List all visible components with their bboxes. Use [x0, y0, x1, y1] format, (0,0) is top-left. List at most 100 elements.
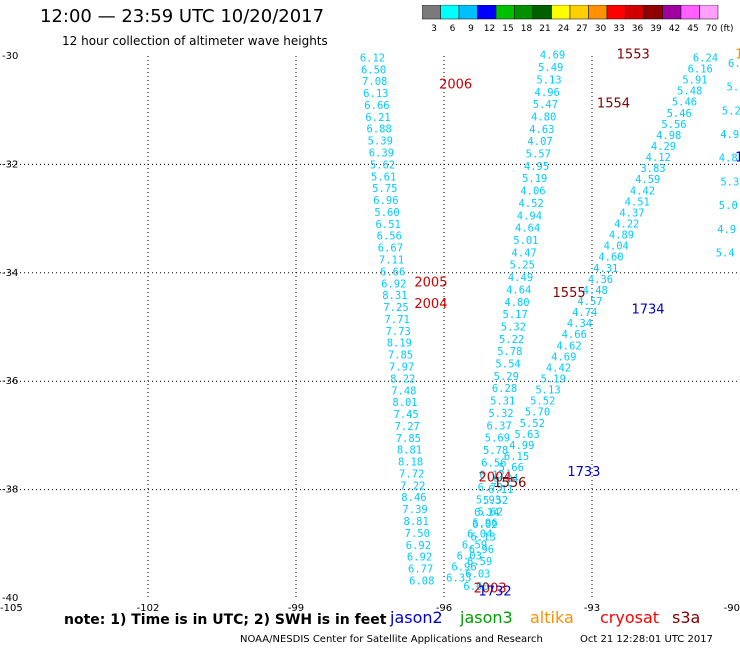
- colorbar-swatch: [569, 5, 589, 20]
- note-row: note: 1) Time is in UTC; 2) SWH is in fe…: [0, 606, 740, 632]
- wave-height-value: 6.50: [361, 64, 386, 76]
- colorbar-label: 18: [521, 24, 533, 34]
- wave-height-value: 4.49: [508, 272, 533, 284]
- wave-height-value: 5.78: [483, 445, 508, 457]
- pass-time-label: 2004: [479, 470, 512, 485]
- wave-height-value: 7.45: [393, 409, 418, 421]
- x-tick-labels: -105 -102 -99 -96 -93 -90: [0, 603, 740, 614]
- wave-height-value: 4.22: [614, 218, 639, 230]
- colorbar-label: 9: [468, 24, 474, 34]
- wave-height-value: 4.64: [506, 284, 531, 296]
- y-tick-label: -34: [2, 268, 18, 279]
- wave-height-value: 5.1: [727, 82, 740, 94]
- wave-height-value: 4.12: [646, 152, 671, 164]
- wave-height-value: 4.29: [651, 141, 676, 153]
- wave-height-value: 6.13: [471, 531, 496, 543]
- x-tick-label: -93: [584, 603, 600, 614]
- pass-time-label: 1734: [631, 302, 664, 317]
- wave-height-value: 5.48: [677, 86, 702, 98]
- wave-height-value: 4.80: [504, 297, 529, 309]
- wave-height-value: 6.21: [365, 112, 390, 124]
- wave-height-value: 4.98: [720, 129, 740, 141]
- wave-height-value: 6.28: [492, 383, 517, 395]
- wave-height-value: 4.04: [604, 241, 629, 253]
- wave-height-value: 5.62: [370, 159, 395, 171]
- pass-time-label: 1733: [567, 465, 600, 480]
- wave-height-value: 6.39: [369, 148, 394, 160]
- track-3: 6.246.165.915.485.465.465.564.984.294.12…: [446, 52, 718, 584]
- wave-height-value: 7.25: [383, 302, 408, 314]
- wave-height-value: 5.46: [667, 108, 692, 120]
- wave-height-value: 5.31: [490, 396, 515, 408]
- x-tick-label: -99: [288, 603, 304, 614]
- wave-height-value: 6.04: [493, 473, 518, 485]
- wave-height-value: 5.54: [495, 359, 520, 371]
- x-tick-label: -102: [137, 603, 160, 614]
- wave-height-value: 5.25: [510, 260, 535, 272]
- wave-height-value: 4.48: [583, 285, 608, 297]
- wave-height-value: 7.85: [396, 433, 421, 445]
- x-tick-label: -96: [436, 603, 452, 614]
- wave-height-value: 7.11: [379, 254, 404, 266]
- colorbar-swatch: [643, 5, 663, 20]
- wave-height-value: 4.62: [556, 340, 581, 352]
- wave-height-value: 3.83: [640, 163, 665, 175]
- wave-height-value: 5.19: [522, 173, 547, 185]
- y-tick-label: -36: [2, 376, 18, 387]
- wave-height-value: 6.14: [474, 507, 499, 519]
- wave-height-value: 6.02: [472, 519, 497, 531]
- wave-height-value: 6.56: [481, 457, 506, 469]
- wave-height-value: 4.81: [719, 153, 740, 165]
- wave-height-value: 6.96: [373, 195, 398, 207]
- wave-height-value: 5.75: [372, 183, 397, 195]
- wave-height-value: 7.22: [400, 480, 425, 492]
- wave-height-value: 6.59: [467, 556, 492, 568]
- colorbar-swatch: [551, 5, 571, 20]
- wave-height-value: 4.42: [630, 185, 655, 197]
- wave-height-value: 5.4: [716, 248, 735, 260]
- y-tick-label: -38: [2, 485, 18, 496]
- wave-height-value: 4.89: [609, 230, 634, 242]
- wave-height-value: 5.62: [478, 506, 503, 518]
- colorbar-swatch: [662, 5, 682, 20]
- legend-jason2: jason2: [390, 608, 443, 627]
- wave-height-value: 5.32: [501, 321, 526, 333]
- wave-height-value: 5.96: [472, 517, 497, 529]
- credit-line: NOAA/NESDIS Center for Satellite Applica…: [240, 634, 543, 645]
- wave-height-value: 4.57: [577, 296, 602, 308]
- wave-height-value: 8.81: [397, 445, 422, 457]
- wave-height-value: 5.93: [476, 494, 501, 506]
- wave-height-value: 6.15: [504, 451, 529, 463]
- pass-time-label: 2004: [414, 297, 447, 312]
- wave-height-value: 6.11: [488, 484, 513, 496]
- legend-cryosat: cryosat: [600, 608, 660, 627]
- wave-height-value: 8.46: [401, 492, 426, 504]
- wave-height-value: 6.67: [378, 243, 403, 255]
- colorbar-label: 15: [502, 24, 513, 34]
- wave-height-value: 6.12: [360, 52, 385, 64]
- colorbar-swatch: [625, 5, 645, 20]
- wave-height-value: 8.22: [390, 373, 415, 385]
- colorbar-label: 33: [613, 24, 624, 34]
- colorbar-swatch: [422, 5, 441, 20]
- wave-height-value: 5.19: [541, 373, 566, 385]
- wave-height-value: 6.77: [408, 564, 433, 576]
- wave-height-value: 5.29: [494, 371, 519, 383]
- wave-height-value: 4.74: [572, 307, 597, 319]
- wave-height-value: 8.31: [382, 290, 407, 302]
- wave-height-value: 5.63: [514, 429, 539, 441]
- wave-height-value: 5.52: [530, 396, 555, 408]
- wave-height-value: 5.22: [499, 334, 524, 346]
- pass-time-label: 1554: [597, 96, 630, 111]
- colorbar-swatch: [495, 5, 515, 20]
- units-note: note: 1) Time is in UTC; 2) SWH is in fe…: [64, 612, 387, 628]
- colorbar-swatch: [458, 5, 478, 20]
- altimeter-tracks: 6.126.507.086.136.666.216.885.396.395.62…: [360, 50, 740, 593]
- y-tick-label: -40: [2, 593, 18, 604]
- wave-height-value: 6.03: [465, 569, 490, 581]
- wave-height-value: 8.18: [398, 457, 423, 469]
- wave-height-value: 4.31: [593, 263, 618, 275]
- track-2: 4.695.495.134.965.474.804.634.075.574.95…: [463, 50, 565, 593]
